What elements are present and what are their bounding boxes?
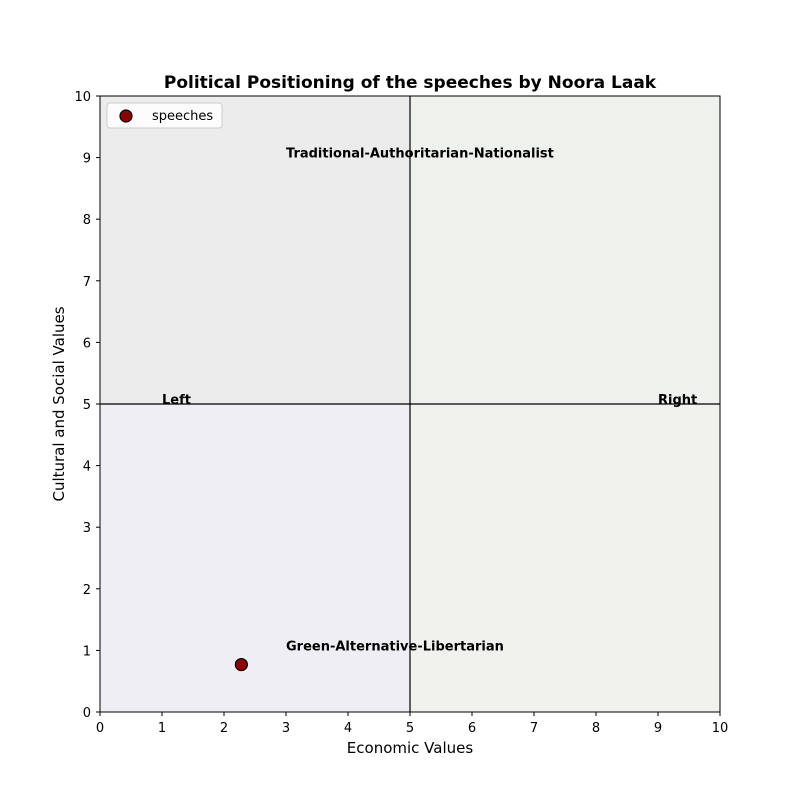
y-tick-label: 7 xyxy=(83,275,91,290)
quadrant-bottom-left xyxy=(100,404,410,712)
y-tick-label: 5 xyxy=(83,398,91,413)
legend: speeches xyxy=(106,102,223,129)
annotation-label: Left xyxy=(162,393,191,408)
x-tick-label: 3 xyxy=(282,721,290,736)
legend-label: speeches xyxy=(152,109,213,124)
y-tick-label: 4 xyxy=(83,460,91,475)
x-tick-label: 4 xyxy=(344,721,352,736)
y-axis-label: Cultural and Social Values xyxy=(50,306,68,501)
x-axis-label: Economic Values xyxy=(347,739,474,757)
y-tick-label: 2 xyxy=(83,583,91,598)
y-tick-label: 0 xyxy=(83,706,91,721)
x-tick-label: 1 xyxy=(158,721,166,736)
y-tick-label: 6 xyxy=(83,336,91,351)
quadrant-annotations: Traditional-Authoritarian-Nationalist Gre… xyxy=(162,147,697,655)
chart-title: Political Positioning of the speeches by… xyxy=(164,73,657,93)
annotation-label: Traditional-Authoritarian-Nationalist xyxy=(286,147,554,162)
x-tick-label: 10 xyxy=(712,721,729,736)
legend-box xyxy=(106,102,223,129)
y-tick-label: 9 xyxy=(83,152,91,167)
annotation-label: Right xyxy=(658,393,697,408)
quadrant-top-left xyxy=(100,96,410,404)
legend-marker xyxy=(119,109,133,123)
x-tick-label: 6 xyxy=(468,721,476,736)
y-tick-label: 8 xyxy=(83,213,91,228)
x-axis-ticks: 0 1 2 3 4 5 6 7 8 9 10 xyxy=(96,712,728,736)
quadrant-bottom-right xyxy=(410,404,720,712)
scatter-point xyxy=(234,657,248,672)
y-tick-label: 1 xyxy=(83,644,91,659)
y-axis-ticks: 0 1 2 3 4 5 6 7 8 9 10 xyxy=(74,90,100,721)
quadrant-top-right xyxy=(410,96,720,404)
data-points xyxy=(234,657,248,672)
x-tick-label: 7 xyxy=(530,721,538,736)
y-tick-label: 10 xyxy=(74,90,91,105)
x-tick-label: 9 xyxy=(654,721,662,736)
y-tick-label: 3 xyxy=(83,521,91,536)
x-tick-label: 5 xyxy=(406,721,414,736)
x-tick-label: 8 xyxy=(592,721,600,736)
quadrant-backgrounds xyxy=(100,96,720,712)
quadrant-dividers xyxy=(100,96,720,712)
x-tick-label: 2 xyxy=(220,721,228,736)
annotation-label: Green-Alternative-Libertarian xyxy=(286,639,504,654)
x-tick-label: 0 xyxy=(96,721,104,736)
